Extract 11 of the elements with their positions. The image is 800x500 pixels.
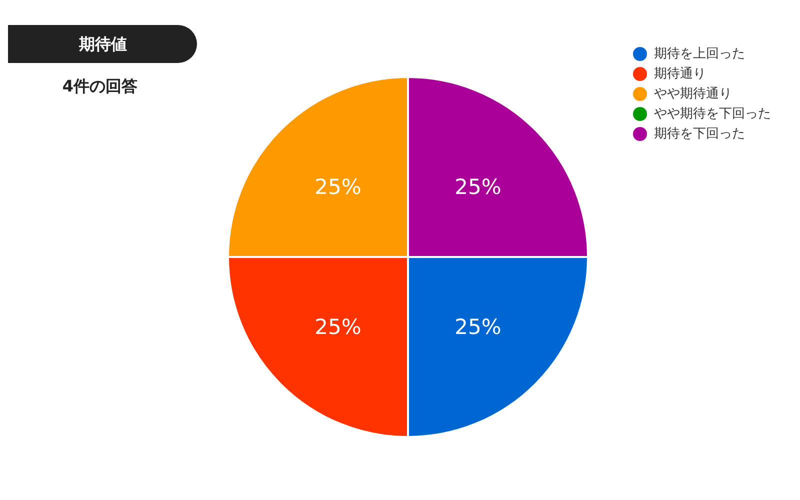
chart-title: 期待値: [78, 34, 127, 54]
data-label: 25%: [454, 315, 502, 340]
data-label: 25%: [314, 315, 362, 340]
legend-label: やや期待通り: [654, 86, 732, 102]
legend-label: やや期待を下回った: [654, 106, 771, 122]
data-label: 25%: [314, 174, 362, 199]
legend-label: 期待を上回った: [654, 46, 745, 62]
text: 4件の回答: [62, 76, 138, 96]
data-label: 25%: [454, 174, 502, 199]
legend-label: 期待を下回った: [654, 126, 745, 142]
legend-label: 期待通り: [654, 66, 706, 82]
